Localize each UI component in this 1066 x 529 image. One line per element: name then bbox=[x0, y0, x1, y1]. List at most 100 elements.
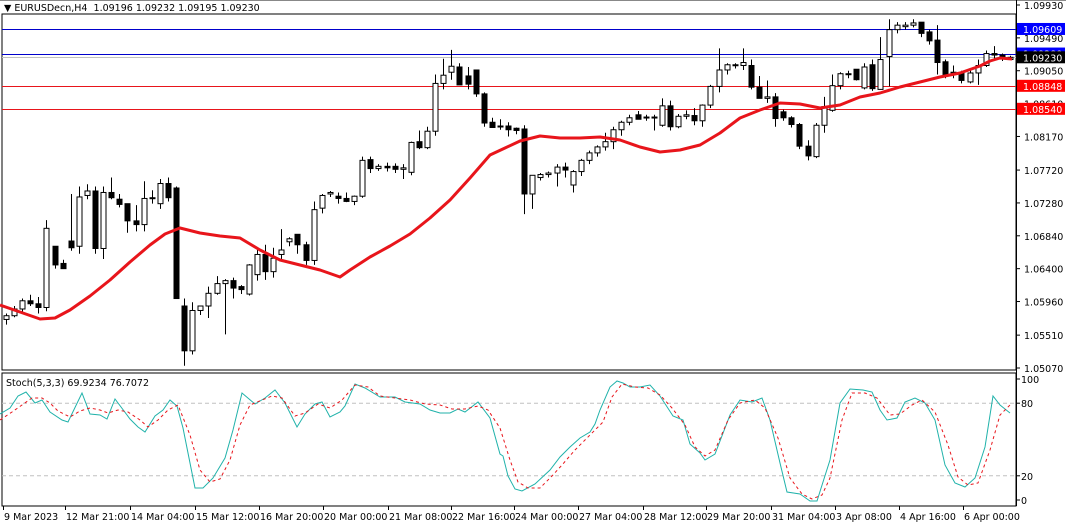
candle bbox=[732, 64, 739, 67]
candle bbox=[84, 190, 91, 196]
symbol-label: EURUSDecn,H4 bbox=[14, 3, 88, 14]
candle bbox=[699, 104, 706, 122]
candle bbox=[570, 171, 577, 186]
candle bbox=[788, 117, 795, 126]
candle bbox=[724, 64, 731, 71]
candle bbox=[910, 22, 917, 26]
candle bbox=[586, 152, 593, 161]
candle bbox=[311, 209, 318, 261]
candle bbox=[529, 174, 536, 195]
candle bbox=[416, 141, 423, 149]
time-tick-label: 21 Mar 08:00 bbox=[389, 512, 452, 523]
candle bbox=[967, 72, 974, 83]
time-tick-label: 15 Mar 12:00 bbox=[196, 512, 259, 523]
svg-text:1.09230: 1.09230 bbox=[1023, 53, 1062, 64]
candle bbox=[43, 227, 50, 308]
candle bbox=[651, 116, 658, 119]
candle bbox=[327, 191, 334, 195]
candle bbox=[392, 165, 399, 170]
level-price-label bbox=[1017, 79, 1065, 92]
time-tick-label: 28 Mar 12:00 bbox=[644, 512, 707, 523]
candle bbox=[861, 66, 868, 89]
candle bbox=[432, 82, 439, 132]
candle bbox=[35, 303, 42, 309]
candle bbox=[626, 117, 633, 123]
candle bbox=[278, 249, 285, 255]
candle bbox=[683, 114, 690, 117]
candle bbox=[68, 240, 75, 249]
time-tick-label: 12 Mar 21:00 bbox=[66, 512, 129, 523]
candle bbox=[448, 65, 455, 73]
price-tick-label: 1.09050 bbox=[1024, 67, 1063, 78]
candle bbox=[829, 85, 836, 111]
candle bbox=[618, 121, 625, 131]
candle bbox=[222, 280, 229, 285]
candle bbox=[877, 59, 884, 90]
candle bbox=[983, 53, 990, 66]
candle bbox=[270, 257, 277, 273]
candle bbox=[562, 166, 569, 171]
candle bbox=[384, 165, 391, 169]
time-tick-label: 24 Mar 00:00 bbox=[515, 512, 578, 523]
candle bbox=[691, 115, 698, 122]
candle bbox=[149, 197, 156, 200]
candle bbox=[456, 66, 463, 86]
candle bbox=[19, 300, 26, 310]
candle bbox=[262, 253, 269, 273]
candle bbox=[780, 111, 787, 119]
candle bbox=[100, 191, 107, 249]
candle bbox=[205, 292, 212, 307]
dropdown-triangle-icon[interactable]: ▼ bbox=[4, 3, 15, 14]
candle bbox=[926, 31, 933, 42]
candle bbox=[351, 195, 358, 202]
price-tick-label: 1.06400 bbox=[1024, 265, 1063, 276]
candle bbox=[675, 115, 682, 128]
candle bbox=[821, 106, 828, 126]
price-tick-label: 1.07720 bbox=[1024, 166, 1063, 177]
candle bbox=[748, 65, 755, 88]
candle bbox=[408, 141, 415, 173]
candle bbox=[294, 233, 301, 246]
candle bbox=[254, 253, 261, 276]
candle bbox=[165, 183, 172, 199]
candle bbox=[545, 172, 552, 176]
candle bbox=[343, 197, 350, 202]
candle bbox=[578, 159, 585, 173]
candle bbox=[537, 174, 544, 179]
candle bbox=[181, 305, 188, 352]
candle bbox=[52, 245, 59, 266]
candle bbox=[667, 105, 674, 128]
candle bbox=[60, 262, 67, 270]
time-tick-label: 16 Mar 20:00 bbox=[260, 512, 323, 523]
candle bbox=[942, 61, 949, 75]
candle bbox=[991, 53, 998, 56]
time-tick-label: 29 Mar 20:00 bbox=[707, 512, 770, 523]
price-tick-label: 1.05070 bbox=[1024, 364, 1063, 375]
price-tick-label: 1.08170 bbox=[1024, 132, 1063, 143]
candle bbox=[92, 190, 99, 249]
time-tick-label: 4 Apr 16:00 bbox=[900, 512, 956, 523]
candle bbox=[813, 124, 820, 158]
candle bbox=[230, 280, 237, 289]
ohlc-values: 1.09196 1.09232 1.09195 1.09230 bbox=[93, 3, 260, 14]
candle bbox=[400, 167, 407, 170]
candle bbox=[756, 86, 763, 99]
time-tick-label: 6 Apr 00:00 bbox=[964, 512, 1020, 523]
candle bbox=[805, 145, 812, 157]
candle bbox=[3, 315, 10, 320]
stoch-tick-label: 100 bbox=[1021, 375, 1039, 386]
candle bbox=[610, 129, 617, 143]
time-tick-label: 27 Mar 04:00 bbox=[579, 512, 642, 523]
candle bbox=[141, 197, 148, 226]
level-price-label bbox=[1017, 102, 1065, 115]
stoch-main-line bbox=[0, 380, 1011, 502]
price-tick-label: 1.09930 bbox=[1024, 1, 1063, 12]
candle bbox=[635, 114, 642, 120]
candle bbox=[116, 198, 123, 205]
candle bbox=[335, 195, 342, 199]
price-tick-label: 1.05960 bbox=[1024, 298, 1063, 309]
candle bbox=[902, 24, 909, 28]
price-tick-label: 1.09490 bbox=[1024, 34, 1063, 45]
